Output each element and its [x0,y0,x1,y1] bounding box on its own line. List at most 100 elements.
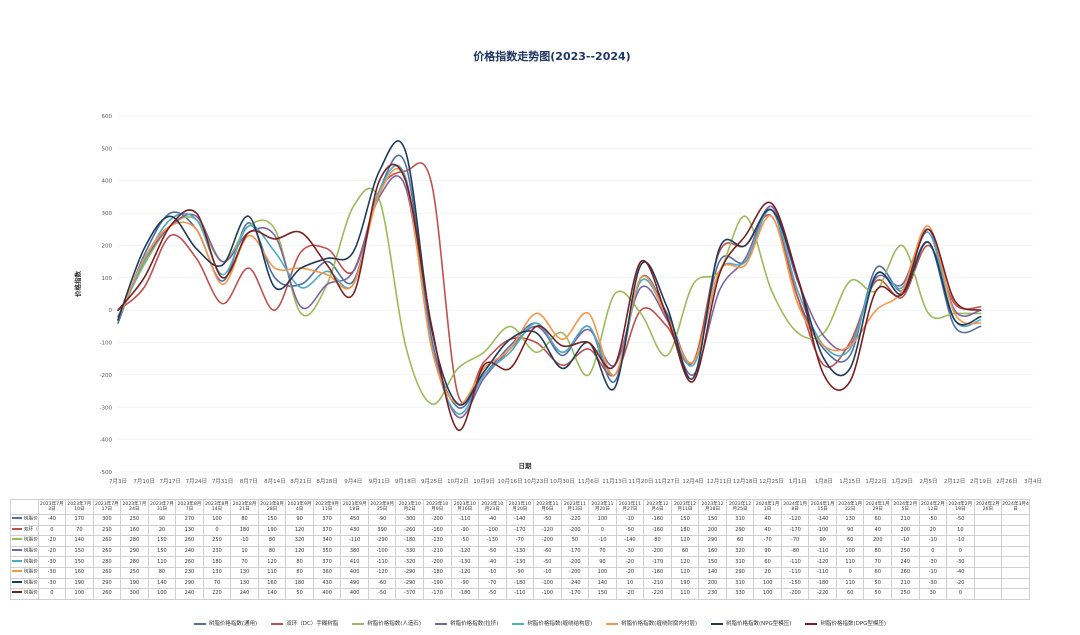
table-cell: 60 [835,535,865,547]
table-cell: 80 [285,566,314,579]
table-cell: 310 [725,514,755,526]
table-cell [973,514,1003,526]
series-name: 双环（DC）手糊树脂 [24,527,38,533]
table-cell: -110 [367,556,397,568]
legend-item: 双环（DC）手糊树脂 [271,619,338,627]
table-cell: 370 [312,514,342,526]
x-tick-label: 2月26日 [996,478,1018,485]
table-cell: 240 [175,545,204,558]
table-cell: 290 [725,566,755,579]
table-cell: -50 [478,588,507,600]
table-cell: 260 [92,566,122,579]
table-cell [1001,535,1030,547]
table-cell: 70 [230,556,259,568]
legend-line-swatch [271,622,284,625]
table-cell: 210 [891,577,920,590]
series-line-5 [117,164,982,415]
x-tick-label: 7月31日 [212,478,234,485]
table-column-header: 2023年11月27日 [615,499,645,515]
table-column-header: 2023年10月16日 [450,499,480,515]
table-cell: 260 [175,535,204,547]
table-row: 树脂价格指数(通用)-40170300250902701008015090370… [10,514,1030,526]
table-cell: -140 [505,514,535,526]
y-tick-label: 200 [102,243,113,249]
table-cell: 490 [340,577,369,590]
table-cell: 90 [835,524,865,537]
series-swatch [12,517,22,520]
table-cell: 250 [891,588,920,600]
table-cell: -170 [505,524,535,537]
table-cell: 140 [147,577,177,590]
table-cell: -160 [643,524,672,537]
table-cell: 80 [643,535,672,547]
table-row: 树脂价格指数(缠绕结构层)-30150280280110260180701208… [10,556,1030,568]
table-cell: 330 [725,588,755,600]
x-axis-label: 日期 [519,461,533,470]
table-cell: 230 [698,588,727,600]
table-row-label: 树脂价格指数(NPG型模压) [10,577,39,590]
series-swatch [12,559,22,562]
table-row-label: 树脂价格指数(通用) [10,514,39,526]
table-cell: 60 [725,535,755,547]
table-cell [1001,556,1030,568]
table-cell: 10 [615,577,645,590]
legend-label: 树脂价格指数(人造石) [367,621,422,627]
table-cell: 180 [202,556,232,568]
table-cell: 270 [175,514,204,526]
table-cell: 90 [285,514,314,526]
table-cell: -130 [450,556,480,568]
table-row: 树脂价格指数(人造石)-20140260280150260250-1080320… [10,535,1030,547]
table-cell: -110 [780,556,810,568]
table-cell: -220 [808,588,837,600]
table-cell: 30 [918,588,948,600]
table-cell: 360 [312,566,342,579]
series-line-3 [117,187,982,405]
table-column-header: 2024年2月19日 [946,499,975,515]
y-tick-label: -400 [100,438,113,444]
table-cell: 0 [37,588,67,600]
table-cell: 310 [725,556,755,568]
table-cell: 280 [120,535,149,547]
table-cell: 230 [92,524,122,537]
x-tick-label: 9月18日 [395,478,417,485]
table-cell: -220 [560,514,590,526]
table-cell: -80 [780,545,810,558]
table-cell: 290 [120,545,149,558]
legend-item: 树脂价格指数(DPG型模压) [805,619,886,627]
x-tick-label: 7月24日 [186,478,208,485]
table-cell: 0 [946,545,975,558]
table-column-header: 2023年11月20日 [588,499,617,515]
table-cell [1001,524,1030,537]
table-cell: 300 [92,514,122,526]
table-row: 树脂价格指数(拉挤)-20150260290150240230108012035… [10,545,1030,558]
table-cell: -40 [37,514,67,526]
table-cell: 260 [92,535,122,547]
table-corner [10,499,39,515]
table-cell [973,556,1003,568]
table-cell: 260 [175,556,204,568]
table-cell: 230 [202,545,232,558]
table-cell: 120 [257,556,287,568]
table-cell: -20 [946,577,975,590]
table-cell: 90 [753,545,782,558]
table-cell: 110 [835,577,865,590]
table-cell: 150 [257,514,287,526]
table-column-header: 2023年9月25日 [367,499,397,515]
table-cell: -50 [615,524,645,537]
table-cell: -210 [422,545,452,558]
table-cell: -200 [422,556,452,568]
table-cell: -120 [450,545,480,558]
table-cell: -90 [450,577,480,590]
x-tick-label: 11月6日 [578,478,600,485]
legend-label: 树脂价格指数(缠绕结构层) [527,621,593,627]
table-cell: 40 [753,524,782,537]
table-cell: 210 [891,514,920,526]
legend-label: 双环（DC）手糊树脂 [286,621,339,627]
table-cell: 240 [230,588,259,600]
table-cell: 130 [175,524,204,537]
table-cell: 100 [65,588,94,600]
table-cell: -140 [808,514,837,526]
table-cell: -200 [560,566,590,579]
table-column-header: 2023年9月11日 [312,499,342,515]
table-cell: -60 [533,545,562,558]
